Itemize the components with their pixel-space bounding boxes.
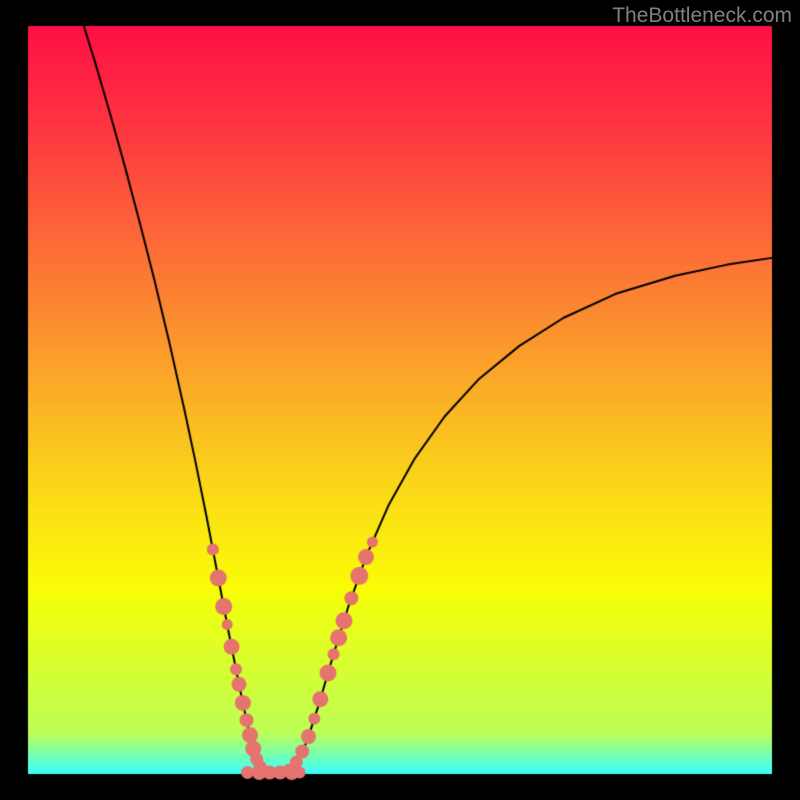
- stage: TheBottleneck.com: [0, 0, 800, 800]
- watermark-text: TheBottleneck.com: [612, 4, 792, 28]
- plot-frame: [28, 26, 772, 774]
